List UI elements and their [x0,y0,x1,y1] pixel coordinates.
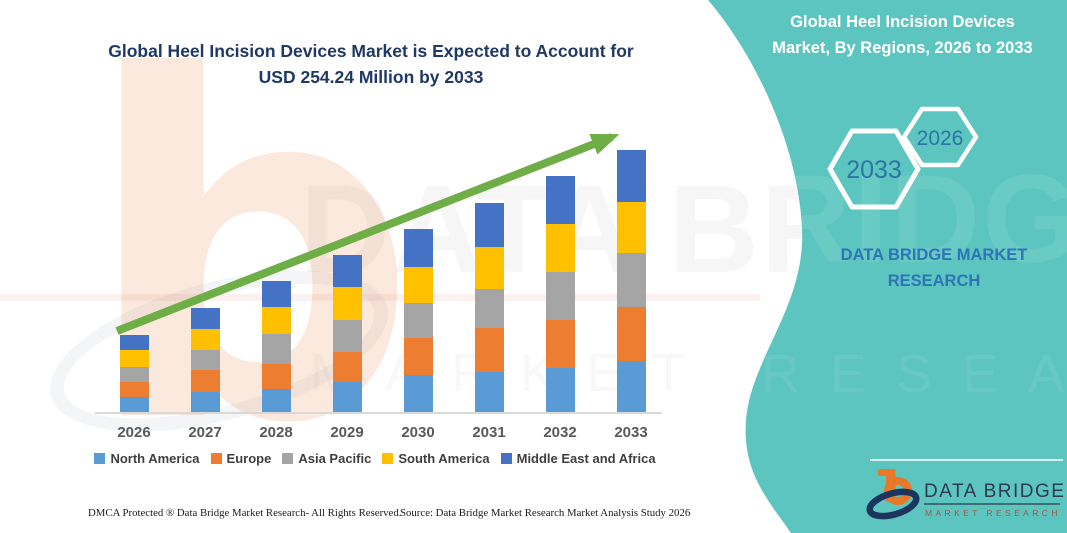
logo-brand-text: DATA BRIDGE [924,481,1065,502]
x-axis-label-2029: 2029 [330,424,364,441]
footer-dmca-text: DMCA Protected ® Data Bridge Market Rese… [88,507,402,519]
legend-label: South America [398,451,490,466]
bar-segment-south-america-2026 [119,349,149,368]
x-axis-label-2033: 2033 [614,424,648,441]
bar-segment-middle-east-and-africa-2031 [474,202,504,248]
hexagon-2033-label: 2033 [846,156,902,184]
side-panel-title-line2: Market, By Regions, 2026 to 2033 [772,38,1033,57]
bar-segment-europe-2032 [545,320,575,369]
legend-label: Asia Pacific [298,451,372,466]
legend-label: Middle East and Africa [516,451,656,466]
teal-ghost-market-research: MARKET RESEARCH [312,344,1067,404]
bar-segment-middle-east-and-africa-2029 [332,255,362,288]
legend-item-south-america: South America [382,451,490,466]
logo-divider-line [870,459,1063,461]
logo-tagline-text: MARKET RESEARCH [925,508,1061,518]
bar-segment-middle-east-and-africa-2026 [119,334,149,350]
bar-segment-north-america-2029 [332,382,362,412]
legend-item-asia-pacific: Asia Pacific [282,451,371,466]
databridge-logo: DATA BRIDGE MARKET RESEARCH [866,469,1065,520]
bar-segment-north-america-2031 [474,372,504,412]
bar-segment-middle-east-and-africa-2030 [403,229,433,268]
bar-segment-middle-east-and-africa-2032 [545,176,575,225]
x-axis-label-2027: 2027 [188,424,222,441]
legend-item-europe: Europe [210,451,272,466]
bar-segment-north-america-2030 [403,375,433,412]
teal-shape [708,0,1067,533]
hexagon-2026-label: 2026 [917,127,964,150]
bar-segment-south-america-2029 [332,287,362,321]
bar-segment-south-america-2031 [474,247,504,290]
bar-segment-middle-east-and-africa-2028 [261,281,291,308]
bar-segment-asia-pacific-2032 [545,272,575,321]
bar-segment-south-america-2027 [190,329,220,350]
bar-segment-middle-east-and-africa-2033 [616,150,646,203]
logo-swoosh-icon [866,488,920,520]
bar-segment-north-america-2033 [616,361,646,412]
x-axis-label-2032: 2032 [543,424,577,441]
bar-segment-asia-pacific-2028 [261,334,291,365]
x-axis-label-2030: 2030 [401,424,435,441]
legend-swatch-icon [210,453,222,464]
bar-segment-asia-pacific-2031 [474,289,504,329]
chart-title-line1: Global Heel Incision Devices Market is E… [108,41,634,61]
x-axis-label-2031: 2031 [472,424,506,441]
chart-title: Global Heel Incision Devices Market is E… [85,38,657,91]
bar-segment-europe-2026 [119,382,149,397]
bar-segment-asia-pacific-2030 [403,303,433,339]
bar-segment-north-america-2026 [119,397,149,412]
bar-segment-south-america-2033 [616,202,646,253]
bar-segment-north-america-2032 [545,368,575,412]
bar-segment-europe-2031 [474,328,504,373]
bar-segment-europe-2030 [403,338,433,376]
legend-label: Europe [226,451,272,466]
hexagon-2026-icon [901,106,979,168]
side-panel-title-line1: Global Heel Incision Devices [790,13,1015,31]
bar-segment-europe-2029 [332,352,362,382]
side-panel-title: Global Heel Incision Devices Market, By … [745,10,1060,61]
bar-segment-europe-2033 [616,306,646,362]
x-axis-label-2028: 2028 [259,424,293,441]
legend-swatch-icon [282,453,294,464]
bar-segment-south-america-2032 [545,224,575,273]
bar-segment-europe-2027 [190,370,220,393]
hexagon-2033-icon [827,128,921,210]
x-axis-label-2026: 2026 [117,424,151,441]
legend-item-north-america: North America [94,451,200,466]
chart-title-line2: USD 254.24 Million by 2033 [258,67,484,88]
bar-segment-north-america-2027 [190,392,220,412]
legend-swatch-icon [94,453,106,464]
bar-segment-asia-pacific-2026 [119,367,149,383]
chart-legend: North America Europe Asia Pacific South Ame… [75,451,675,466]
legend-swatch-icon [382,453,394,464]
legend-swatch-icon [500,453,512,464]
bar-segment-north-america-2028 [261,389,291,412]
bar-segment-south-america-2030 [403,267,433,304]
bar-segment-europe-2028 [261,364,291,389]
bar-segment-asia-pacific-2029 [332,320,362,352]
legend-label: North America [110,451,200,466]
bar-segment-south-america-2028 [261,307,291,335]
x-axis-line [95,412,662,414]
side-panel-brand-text: DATA BRIDGE MARKET RESEARCH [840,246,1028,290]
bar-segment-asia-pacific-2027 [190,350,220,371]
footer-source-text: Source: Data Bridge Market Research Mark… [400,507,691,519]
bar-segment-asia-pacific-2033 [616,252,646,307]
bar-segment-middle-east-and-africa-2027 [190,307,220,330]
legend-item-middle-east-and-africa: Middle East and Africa [500,451,656,466]
